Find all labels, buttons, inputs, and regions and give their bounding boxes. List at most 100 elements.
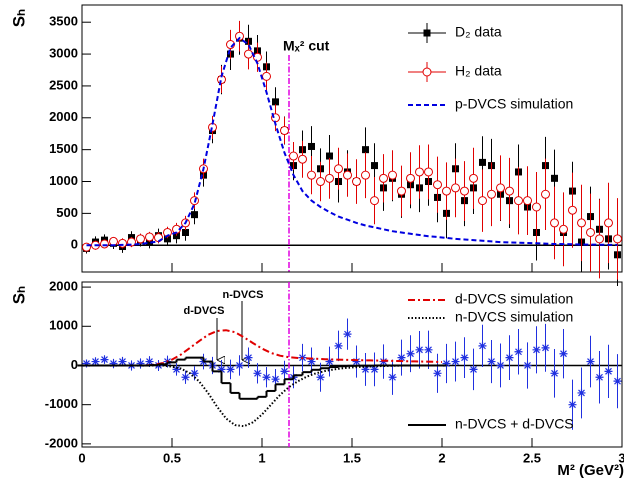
data-point xyxy=(343,330,352,339)
data-point xyxy=(595,373,604,382)
data-point xyxy=(371,162,378,170)
data-point xyxy=(244,353,253,362)
data-point xyxy=(343,170,352,180)
data-point xyxy=(586,357,595,366)
x-axis-label: M² (GeV²) xyxy=(557,462,624,479)
data-point xyxy=(595,234,604,244)
data-point xyxy=(370,365,379,374)
data-point xyxy=(253,369,262,378)
data-point xyxy=(280,126,289,136)
data-point xyxy=(325,173,334,183)
data-point xyxy=(433,369,442,378)
data-point xyxy=(451,183,460,193)
data-point xyxy=(172,365,181,374)
data-point xyxy=(397,186,406,196)
data-point xyxy=(253,52,262,62)
data-point xyxy=(289,151,298,161)
data-point xyxy=(164,235,171,243)
data-point xyxy=(334,164,343,174)
x-tick-label: 0.5 xyxy=(163,450,181,465)
data-point xyxy=(514,347,523,356)
data-point xyxy=(479,158,486,166)
data-point xyxy=(244,49,253,59)
data-point xyxy=(523,361,532,370)
x-tick-label: 2.5 xyxy=(523,450,541,465)
data-point xyxy=(460,186,469,196)
data-point xyxy=(307,357,316,366)
data-point xyxy=(208,122,217,132)
x-tick-label: 0 xyxy=(78,450,85,465)
data-point xyxy=(298,154,307,164)
data-point xyxy=(217,365,226,374)
data-point xyxy=(235,361,244,370)
data-point xyxy=(415,167,424,177)
data-point xyxy=(82,359,91,368)
data-point xyxy=(379,173,388,183)
y-tick-label: 500 xyxy=(56,205,78,220)
data-point xyxy=(568,205,577,215)
data-point xyxy=(352,177,361,187)
data-point xyxy=(109,359,118,368)
data-point xyxy=(118,238,127,248)
data-point xyxy=(496,361,505,370)
data-point xyxy=(182,228,189,236)
y-axis-label: Sₕ xyxy=(9,286,28,304)
data-point xyxy=(262,373,271,382)
data-point xyxy=(424,167,433,177)
data-point xyxy=(604,218,613,228)
data-point xyxy=(559,224,568,234)
data-point xyxy=(226,365,235,374)
data-point xyxy=(478,196,487,206)
legend-label: n-DVCS + d-DVCS xyxy=(455,416,574,432)
legend-label: H₂ data xyxy=(455,63,502,79)
curve xyxy=(86,36,618,247)
data-point xyxy=(415,345,424,354)
panel: -2000 -1000 0 1000 2000 0 0.5 1 1.5 2 2.5 3 Sₕ M² (Ge… xyxy=(9,279,624,479)
data-point xyxy=(550,218,559,228)
data-point xyxy=(388,373,397,382)
legend-marker xyxy=(423,29,431,37)
data-point xyxy=(100,355,109,364)
data-point xyxy=(541,343,550,352)
data-point xyxy=(316,373,325,382)
data-point xyxy=(613,377,622,386)
data-point xyxy=(487,189,496,199)
data-point xyxy=(397,353,406,362)
data-point xyxy=(568,400,577,409)
y-tick-label: 0 xyxy=(71,237,78,252)
y-tick-label: 1500 xyxy=(49,141,78,156)
data-point xyxy=(478,341,487,350)
data-point xyxy=(406,349,415,358)
data-point xyxy=(136,234,145,244)
cut-label: Mₓ² cut xyxy=(283,38,330,54)
data-point xyxy=(388,170,397,180)
data-point xyxy=(541,189,550,199)
y-tick-label: 3500 xyxy=(49,14,78,29)
data-point xyxy=(505,353,514,362)
panel: 0 500 1000 1500 2000 2500 3000 3500 Sₕ Mₓ² cut D₂ … xyxy=(9,4,623,287)
y-tick-label: 2000 xyxy=(49,109,78,124)
data-point xyxy=(235,31,244,41)
y-axis-label: Sₕ xyxy=(9,9,28,27)
legend-label: n-DVCS simulation xyxy=(455,309,573,325)
data-point xyxy=(361,170,370,180)
annotation: d-DVCS xyxy=(184,305,225,317)
x-tick-label: 1 xyxy=(258,450,265,465)
data-point xyxy=(370,196,379,206)
data-point xyxy=(469,365,478,374)
data-point xyxy=(307,170,316,180)
data-point xyxy=(325,357,334,366)
data-point xyxy=(505,186,514,196)
data-point xyxy=(586,227,595,237)
plot-frame xyxy=(81,4,623,273)
data-point xyxy=(145,232,154,242)
data-point xyxy=(316,177,325,187)
y-tick-label: 1000 xyxy=(49,318,78,333)
data-point xyxy=(262,71,271,81)
data-point xyxy=(532,202,541,212)
y-tick-label: 0 xyxy=(71,357,78,372)
x-tick-label: 2 xyxy=(438,450,445,465)
data-point xyxy=(442,186,451,196)
data-point xyxy=(334,341,343,350)
annotation: n-DVCS xyxy=(223,289,264,301)
